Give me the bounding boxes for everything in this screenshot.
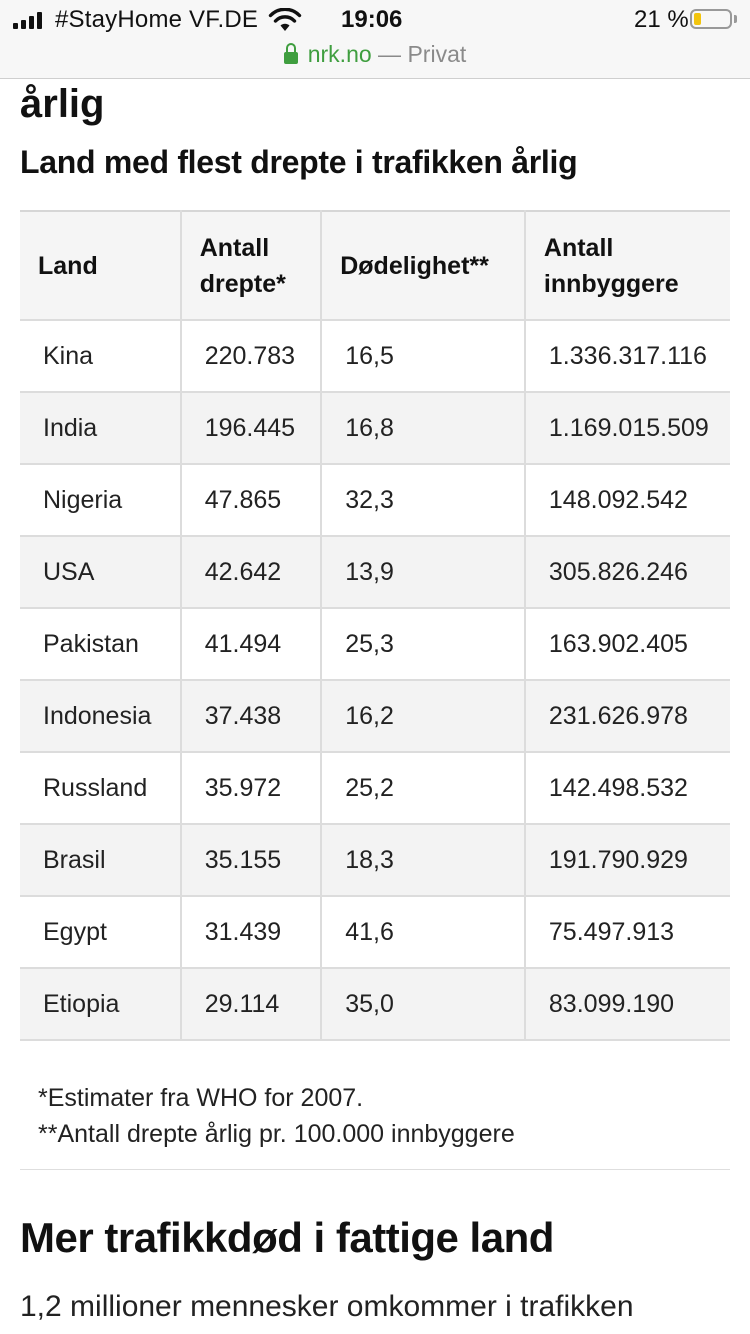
table-row: Egypt 31.439 41,6 75.497.913 — [20, 895, 730, 969]
cell-land: Russland — [20, 751, 182, 825]
footnote: *Estimater fra WHO for 2007. — [38, 1084, 364, 1112]
cell-innbyggere: 163.902.405 — [523, 607, 730, 681]
cell-innbyggere: 83.099.190 — [523, 967, 730, 1041]
table-row: Nigeria 47.865 32,3 148.092.542 — [20, 463, 730, 537]
cell-dodelighet: 18,3 — [320, 823, 526, 897]
table-row: Russland 35.972 25,2 142.498.532 — [20, 751, 730, 825]
footnote: **Antall drepte årlig pr. 100.000 innbyg… — [38, 1120, 515, 1148]
battery-percentage: 21 % — [634, 6, 689, 33]
cell-dodelighet: 16,2 — [320, 679, 526, 753]
article-heading-fragment: årlig — [20, 82, 105, 126]
cell-innbyggere: 1.336.317.116 — [523, 319, 730, 393]
cell-land: Kina — [20, 319, 182, 393]
cell-drepte: 29.114 — [179, 967, 323, 1041]
cell-dodelighet: 16,8 — [320, 391, 526, 465]
cell-drepte: 220.783 — [179, 319, 323, 393]
cell-dodelighet: 25,2 — [320, 751, 526, 825]
table-row: Kina 220.783 16,5 1.336.317.116 — [20, 319, 730, 393]
battery-icon — [690, 9, 732, 29]
cell-land: India — [20, 391, 182, 465]
column-header-land: Land — [20, 210, 182, 321]
cell-dodelighet: 41,6 — [320, 895, 526, 969]
cell-innbyggere: 191.790.929 — [523, 823, 730, 897]
table-title: Land med flest drepte i trafikken årlig — [20, 144, 578, 180]
cell-land: Pakistan — [20, 607, 182, 681]
status-bar: #StayHome VF.DE 19:06 21 % — [0, 0, 750, 40]
cell-drepte: 196.445 — [179, 391, 323, 465]
table-row: India 196.445 16,8 1.169.015.509 — [20, 391, 730, 465]
battery-cap — [734, 15, 737, 23]
column-header-antall-drepte: Antall drepte* — [179, 210, 323, 321]
section-divider — [20, 1169, 730, 1170]
url-domain: nrk.no — [307, 41, 372, 67]
cell-drepte: 35.972 — [179, 751, 323, 825]
cell-land: Nigeria — [20, 463, 182, 537]
lock-icon — [283, 43, 298, 64]
wifi-icon — [268, 8, 302, 31]
clock: 19:06 — [341, 6, 403, 33]
table-footnotes: *Estimater fra WHO for 2007. **Antall dr… — [38, 1080, 515, 1152]
cell-innbyggere: 231.626.978 — [523, 679, 730, 753]
browsing-mode: Privat — [407, 41, 467, 67]
cell-land: Indonesia — [20, 679, 182, 753]
cell-innbyggere: 148.092.542 — [523, 463, 730, 537]
column-header-innbyggere: Antall innbyggere — [523, 210, 730, 321]
table-row: Etiopia 29.114 35,0 83.099.190 — [20, 967, 730, 1041]
cell-land: Egypt — [20, 895, 182, 969]
cell-dodelighet: 25,3 — [320, 607, 526, 681]
cell-land: USA — [20, 535, 182, 609]
article-paragraph: 1,2 millioner mennesker omkommer i trafi… — [20, 1290, 634, 1323]
cell-innbyggere: 305.826.246 — [523, 535, 730, 609]
table-row: USA 42.642 13,9 305.826.246 — [20, 535, 730, 609]
cell-drepte: 35.155 — [179, 823, 323, 897]
address-bar[interactable]: nrk.no — Privat — [0, 40, 750, 79]
cell-innbyggere: 75.497.913 — [523, 895, 730, 969]
table-row: Brasil 35.155 18,3 191.790.929 — [20, 823, 730, 897]
table-header-row: Land Antall drepte* Dødelighet** Antall … — [20, 210, 730, 321]
cell-drepte: 47.865 — [179, 463, 323, 537]
cell-drepte: 37.438 — [179, 679, 323, 753]
battery-level — [694, 13, 701, 25]
cell-land: Brasil — [20, 823, 182, 897]
column-header-dodelighet: Dødelighet** — [320, 210, 526, 321]
section-heading: Mer trafikkdød i fattige land — [20, 1214, 554, 1261]
url-display[interactable]: nrk.no — Privat — [0, 40, 750, 68]
cellular-signal-icon — [13, 11, 42, 29]
url-separator: — — [371, 41, 408, 67]
cell-dodelighet: 32,3 — [320, 463, 526, 537]
traffic-deaths-table: Land Antall drepte* Dødelighet** Antall … — [20, 210, 730, 1041]
cell-drepte: 31.439 — [179, 895, 323, 969]
carrier-name: #StayHome VF.DE — [55, 6, 259, 33]
cell-innbyggere: 1.169.015.509 — [523, 391, 730, 465]
cell-land: Etiopia — [20, 967, 182, 1041]
table-row: Indonesia 37.438 16,2 231.626.978 — [20, 679, 730, 753]
cell-dodelighet: 16,5 — [320, 319, 526, 393]
cell-drepte: 41.494 — [179, 607, 323, 681]
table-row: Pakistan 41.494 25,3 163.902.405 — [20, 607, 730, 681]
cell-innbyggere: 142.498.532 — [523, 751, 730, 825]
cell-dodelighet: 13,9 — [320, 535, 526, 609]
cell-drepte: 42.642 — [179, 535, 323, 609]
cell-dodelighet: 35,0 — [320, 967, 526, 1041]
